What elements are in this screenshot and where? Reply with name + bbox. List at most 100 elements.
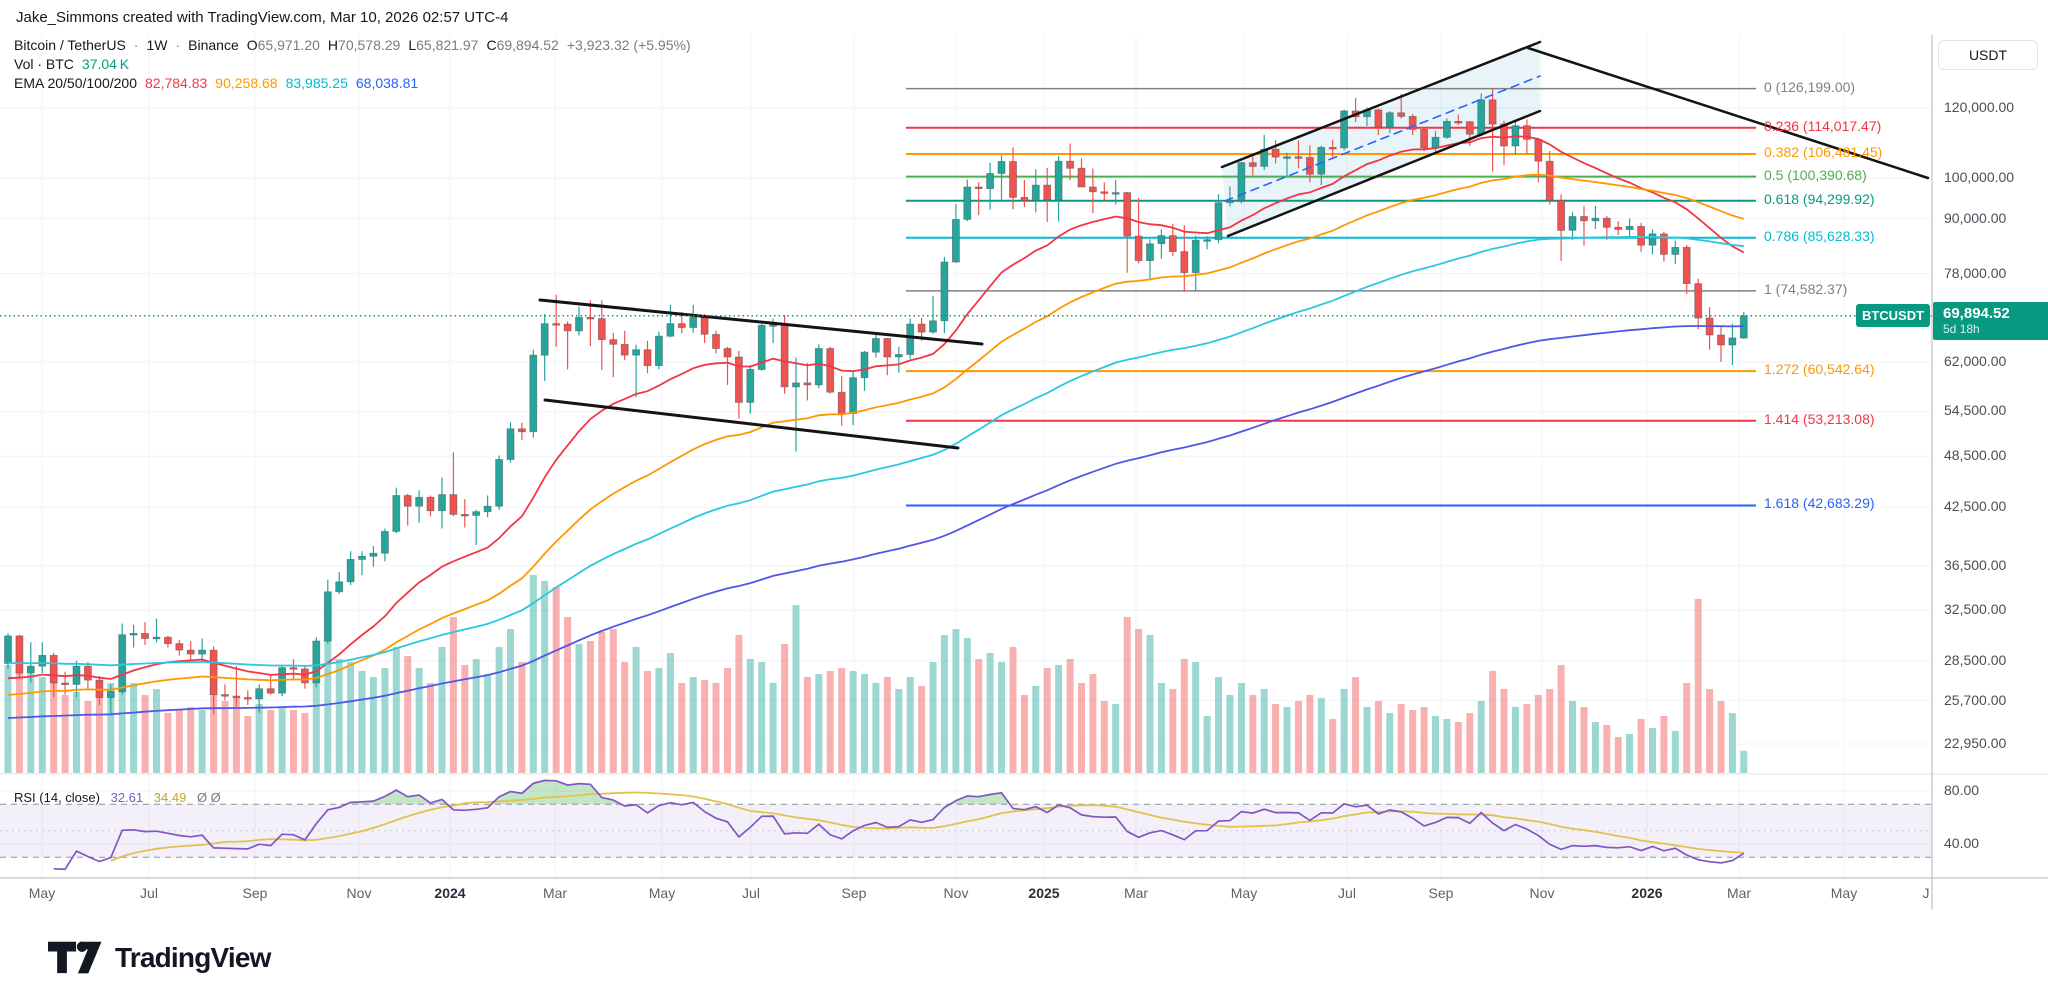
descending-channel-lower-line[interactable] xyxy=(543,398,960,450)
price-axis-label[interactable]: 48,500.00 xyxy=(1944,447,2007,464)
rsi-ma-line xyxy=(110,791,1744,862)
ema100-value: 83,985.25 xyxy=(285,75,348,91)
interval-label[interactable]: 1W xyxy=(146,37,168,53)
ascending-channel-lower-line[interactable] xyxy=(1226,109,1542,238)
last-price-box: 69,894.52 5d 18h xyxy=(1933,301,2048,340)
volume-label: Vol · BTC xyxy=(14,56,74,72)
rsi-line xyxy=(53,779,1745,871)
volume-series xyxy=(4,575,1748,773)
price-axis-label[interactable]: 100,000.00 xyxy=(1944,169,2015,186)
time-axis-label[interactable]: Mar xyxy=(1726,885,1752,901)
fib-level-label: 0.382 (106,481.45) xyxy=(1764,143,1883,160)
fib-level-label: 0.5 (100,390.68) xyxy=(1764,166,1867,183)
time-axis-label[interactable]: Sep xyxy=(242,885,268,901)
price-axis-label[interactable]: 78,000.00 xyxy=(1944,264,2007,281)
time-axis-label[interactable]: May xyxy=(1830,885,1858,901)
ema-200-line xyxy=(7,325,1744,719)
ema-100-line xyxy=(7,235,1744,667)
tradingview-wordmark: TradingView xyxy=(115,942,271,973)
descending-channel-upper-line[interactable] xyxy=(538,298,984,346)
time-axis-label[interactable]: Mar xyxy=(542,885,568,901)
rsi-axis-label[interactable]: 80.00 xyxy=(1944,782,1980,798)
ema200-value: 68,038.81 xyxy=(355,75,419,91)
fib-level-label: 1.414 (53,213.08) xyxy=(1764,410,1875,427)
grid-lines xyxy=(0,35,1932,878)
time-axis-label[interactable]: May xyxy=(28,885,56,901)
tradingview-logo[interactable]: TradingView xyxy=(48,941,271,975)
ema-50-line xyxy=(7,173,1745,696)
ema50-value: 90,258.68 xyxy=(215,75,278,91)
time-axis-label[interactable]: J xyxy=(1922,885,1930,901)
separator-dot: · xyxy=(175,37,181,53)
time-axis-label[interactable]: Sep xyxy=(841,885,867,901)
rsi-empty-values: Ø Ø xyxy=(196,790,221,805)
legend-volume-row[interactable]: Vol · BTC 37.04 K xyxy=(14,56,691,75)
fib-level-label: 0.786 (85,628.33) xyxy=(1764,227,1875,244)
price-axis-label[interactable]: 120,000.00 xyxy=(1944,99,2015,115)
rsi-ma-value: 34.49 xyxy=(153,790,187,805)
fib-level-label: 0.618 (94,299.92) xyxy=(1764,190,1875,207)
rsi-value: 32.61 xyxy=(110,790,144,805)
price-axis-label[interactable]: 22,950.00 xyxy=(1944,735,2007,752)
price-axis-label[interactable]: 90,000.00 xyxy=(1944,209,2007,226)
time-axis-label[interactable]: Jul xyxy=(140,885,158,901)
ascending-channel-upper-line[interactable] xyxy=(1220,40,1542,169)
bar-countdown: 5d 18h xyxy=(1943,321,1980,336)
time-axis-label[interactable]: 2026 xyxy=(1631,885,1663,901)
last-price-value: 69,894.52 xyxy=(1943,304,2010,322)
time-axis-label[interactable]: Sep xyxy=(1428,885,1454,901)
tradingview-icon xyxy=(48,941,102,974)
volume-value: 37.04 K xyxy=(81,56,130,72)
time-axis-label[interactable]: Nov xyxy=(1529,885,1555,901)
chart-legend[interactable]: Bitcoin / TetherUS · 1W · Binance O65,97… xyxy=(14,37,691,94)
ema-label: EMA 20/50/100/200 xyxy=(14,75,137,91)
legend-ema-row[interactable]: EMA 20/50/100/200 82,784.83 90,258.68 83… xyxy=(14,75,691,94)
exchange-label: Binance xyxy=(188,37,239,53)
symbol-name[interactable]: Bitcoin / TetherUS xyxy=(14,37,126,53)
change-value: +3,923.32 (+5.95%) xyxy=(566,37,691,53)
rsi-axis-label[interactable]: 40.00 xyxy=(1944,835,1980,851)
price-axis-label[interactable]: 28,500.00 xyxy=(1944,651,2007,668)
rsi-band-fill xyxy=(0,804,1932,858)
time-axis-label[interactable]: Nov xyxy=(346,885,372,901)
separator-dot: · xyxy=(133,37,139,53)
credit-line: Jake_Simmons created with TradingView.co… xyxy=(16,9,509,26)
ema-20-line xyxy=(7,135,1745,680)
rsi-legend[interactable]: RSI (14, close) 32.61 34.49 Ø Ø xyxy=(14,790,228,805)
fib-level-label: 0 (126,199.00) xyxy=(1764,78,1856,95)
ohlc-low: L65,821.97 xyxy=(408,37,479,53)
time-axis-label[interactable]: Mar xyxy=(1123,885,1149,901)
candlestick-series xyxy=(4,88,1748,715)
time-axis-label[interactable]: 2025 xyxy=(1028,885,1060,901)
rsi-label: RSI (14, close) xyxy=(14,790,100,805)
ascending-channel-midline[interactable] xyxy=(1224,75,1541,202)
ohlc-high: H70,578.29 xyxy=(327,37,401,53)
price-axis-label[interactable]: 25,700.00 xyxy=(1944,691,2007,708)
legend-symbol-row[interactable]: Bitcoin / TetherUS · 1W · Binance O65,97… xyxy=(14,37,691,56)
ohlc-open: O65,971.20 xyxy=(246,37,320,53)
time-axis-label[interactable]: 2024 xyxy=(434,885,466,901)
price-axis-label[interactable]: 42,500.00 xyxy=(1944,498,2007,515)
time-axis-label[interactable]: Nov xyxy=(943,885,969,901)
fib-level-label: 1 (74,582.37) xyxy=(1764,280,1848,297)
fib-retracement[interactable] xyxy=(906,87,1756,507)
ascending-channel-fill[interactable] xyxy=(1222,42,1540,236)
price-axis-label[interactable]: 54,500.00 xyxy=(1944,402,2007,419)
last-price-symbol-pill: BTCUSDT xyxy=(1856,303,1930,327)
time-axis-label[interactable]: Jul xyxy=(742,885,760,901)
fib-level-label: 1.618 (42,683.29) xyxy=(1764,495,1875,512)
time-axis-label[interactable]: May xyxy=(648,885,676,901)
fib-level-label: 0.236 (114,017.47) xyxy=(1764,117,1882,134)
fib-level-label: 1.272 (60,542.64) xyxy=(1764,361,1875,378)
price-scale-currency-button[interactable]: USDT xyxy=(1938,40,2038,70)
ema20-value: 82,784.83 xyxy=(145,75,208,91)
time-axis-label[interactable]: May xyxy=(1230,885,1258,901)
price-axis-label[interactable]: 62,000.00 xyxy=(1944,352,2007,369)
rsi-overbought-fill xyxy=(346,780,1346,805)
time-axis-label[interactable]: Jul xyxy=(1338,885,1356,901)
ohlc-close: C69,894.52 xyxy=(486,37,559,53)
price-axis-label[interactable]: 36,500.00 xyxy=(1944,556,2007,573)
price-axis-label[interactable]: 32,500.00 xyxy=(1944,601,2007,618)
